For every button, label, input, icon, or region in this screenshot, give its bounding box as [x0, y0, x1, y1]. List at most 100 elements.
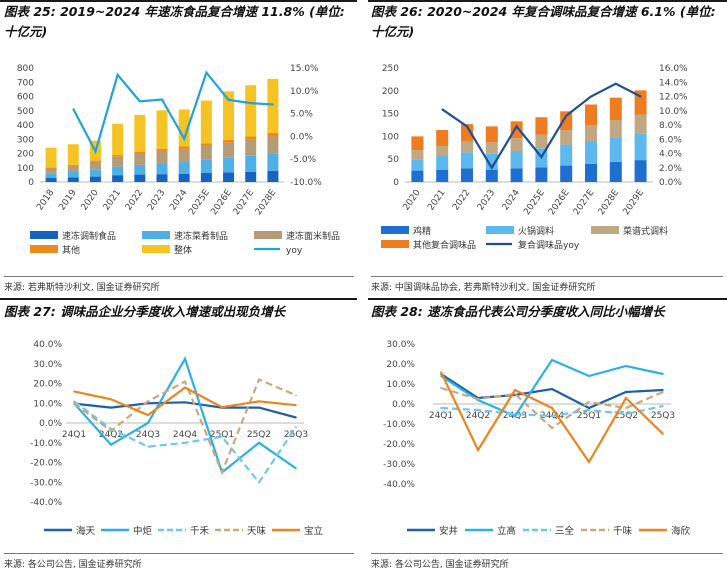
x-tick-label: 25Q3	[284, 430, 308, 440]
bar-菜谱式调料	[461, 140, 473, 153]
panel-title: 图表 25: 2019~2024 年速冻食品复合增速 11.8% (单位: 十亿…	[4, 4, 345, 39]
bar-速冻调制食品	[267, 171, 279, 182]
source-note: 来源: 各公司公告, 国金证券研究所	[4, 560, 142, 570]
bar-其他复合调味品	[585, 104, 597, 125]
bar-鸡精	[609, 161, 622, 182]
y-right-tick-label: 15.0%	[290, 64, 319, 74]
line-point-千味	[477, 398, 479, 400]
bar-菜谱式调料	[485, 142, 498, 154]
legend-swatch-速冻调制食品	[30, 231, 58, 239]
bar-速冻菜肴制品	[267, 153, 279, 172]
line-point-三全	[477, 409, 479, 411]
bar-火锅调料	[560, 144, 573, 166]
y-right-tick-label: 10.0%	[659, 107, 688, 117]
bar-整体	[223, 91, 235, 140]
x-tick-label: 2024	[501, 188, 522, 213]
bar-火锅调料	[510, 150, 523, 169]
chart-fig26: 0 50 100 150 200 250 0.0% 2.0% 4.0% 6.0% 8.0% 10.0%…	[381, 64, 688, 251]
y-right-tick-label: 14.0%	[659, 78, 688, 88]
bar-菜谱式调料	[634, 114, 647, 134]
legend-label: 其他复合调味品	[413, 239, 476, 251]
line-point-安井	[588, 407, 590, 409]
legend-swatch-其他复合调味品	[381, 240, 409, 248]
x-tick-label: 2029E	[621, 188, 646, 217]
legend-label: 速冻菜肴制品	[174, 230, 228, 242]
bar-菜谱式调料	[510, 138, 523, 151]
line-point-宝立	[221, 406, 223, 408]
y-tick-label: 40.0%	[33, 340, 62, 350]
bar-菜谱式调料	[609, 119, 622, 138]
legend-label: 速冻面米制品	[286, 230, 340, 242]
line-point-千味	[440, 387, 442, 389]
line-point-安井	[551, 388, 553, 390]
line-point-三全	[551, 415, 553, 417]
line-point-千禾	[147, 445, 149, 448]
y-tick-label: -40.0%	[30, 498, 62, 508]
x-tick-label: 2027E	[572, 188, 597, 217]
line-point-yoy	[72, 108, 75, 110]
source-rule	[4, 553, 354, 554]
bar-速冻面米制品	[45, 168, 57, 174]
y-left-tick-label: 600	[17, 93, 34, 103]
bar-鸡精	[461, 168, 473, 182]
bar-速冻菜肴制品	[89, 169, 101, 177]
legend-label: 立高	[497, 525, 516, 537]
y-left-tick-label: 200	[382, 87, 399, 97]
legend-label: 中炬	[133, 525, 153, 537]
x-tick-label: 2024	[168, 188, 189, 213]
line-point-三全	[440, 407, 442, 409]
line-point-三全	[662, 405, 664, 407]
x-tick-label: 25Q1	[210, 430, 234, 440]
y-left-tick-label: 700	[17, 78, 34, 88]
bar-速冻调制食品	[200, 173, 212, 182]
line-海天	[73, 401, 297, 419]
x-tick-label: 24Q4	[173, 430, 198, 440]
y-right-tick-label: 12.0%	[659, 93, 688, 103]
legend-swatch-整体	[142, 245, 170, 253]
bar-菜谱式调料	[436, 145, 449, 157]
mid-rule-left	[0, 298, 357, 300]
y-tick-label: 20.0%	[386, 360, 415, 370]
bar-速冻调制食品	[245, 171, 257, 182]
panel-fig27: 图表 27: 调味品企业分季度收入增速或出现负增长 -40.0% -30.0% -2…	[4, 302, 354, 550]
legend-swatch-菜谱式调料	[591, 226, 619, 234]
bar-速冻调制食品	[223, 172, 235, 182]
bar-速冻菜肴制品	[45, 173, 57, 179]
x-tick-label: 2021	[102, 188, 123, 212]
bar-速冻调制食品	[45, 178, 57, 182]
y-left-tick-label: 100	[382, 132, 399, 142]
chart-fig28: -40.0% -30.0% -20.0% -10.0% 0.0% 10.0% 20.0% 30…	[383, 340, 690, 537]
y-tick-label: 30.0%	[33, 360, 62, 370]
line-point-海欣	[551, 407, 553, 409]
bar-火锅调料	[411, 159, 424, 171]
x-tick-label: 2020	[402, 188, 423, 213]
line-point-复合调味品yoy	[540, 156, 543, 158]
legend-label: 鸡精	[413, 225, 431, 237]
legend-label: 千禾	[190, 526, 210, 537]
bar-速冻菜肴制品	[156, 163, 168, 175]
source-note: 来源: 各公司公告, 国金证券研究所	[371, 560, 509, 570]
bar-菜谱式调料	[535, 134, 548, 149]
bar-速冻菜肴制品	[178, 162, 190, 174]
line-point-千味	[514, 393, 516, 395]
x-tick-label: 2023	[476, 188, 497, 212]
legend-label: 火锅调料	[518, 225, 554, 237]
y-tick-label: -10.0%	[383, 420, 415, 430]
legend-label: 天味	[247, 525, 267, 537]
bar-鸡精	[436, 169, 449, 182]
bar-整体	[178, 109, 190, 147]
top-rule-left	[0, 0, 357, 2]
bar-速冻面米制品	[245, 139, 257, 156]
bar-速冻面米制品	[89, 161, 101, 170]
line-point-天味	[221, 471, 223, 474]
line-point-yoy	[94, 150, 97, 153]
panel-title: 图表 28: 速冻食品代表公司分季度收入同比小幅增长	[371, 304, 665, 319]
line-point-千味	[588, 401, 590, 403]
bar-其他	[134, 151, 146, 154]
legend-label: yoy	[286, 246, 303, 256]
source-note: 来源: 若弗斯特沙利文, 国金证券研究所	[4, 283, 160, 293]
legend-label: 整体	[174, 244, 192, 256]
line-point-海天	[110, 406, 112, 409]
legend-label: 菜谱式调料	[623, 225, 668, 237]
line-point-天味	[147, 400, 149, 403]
